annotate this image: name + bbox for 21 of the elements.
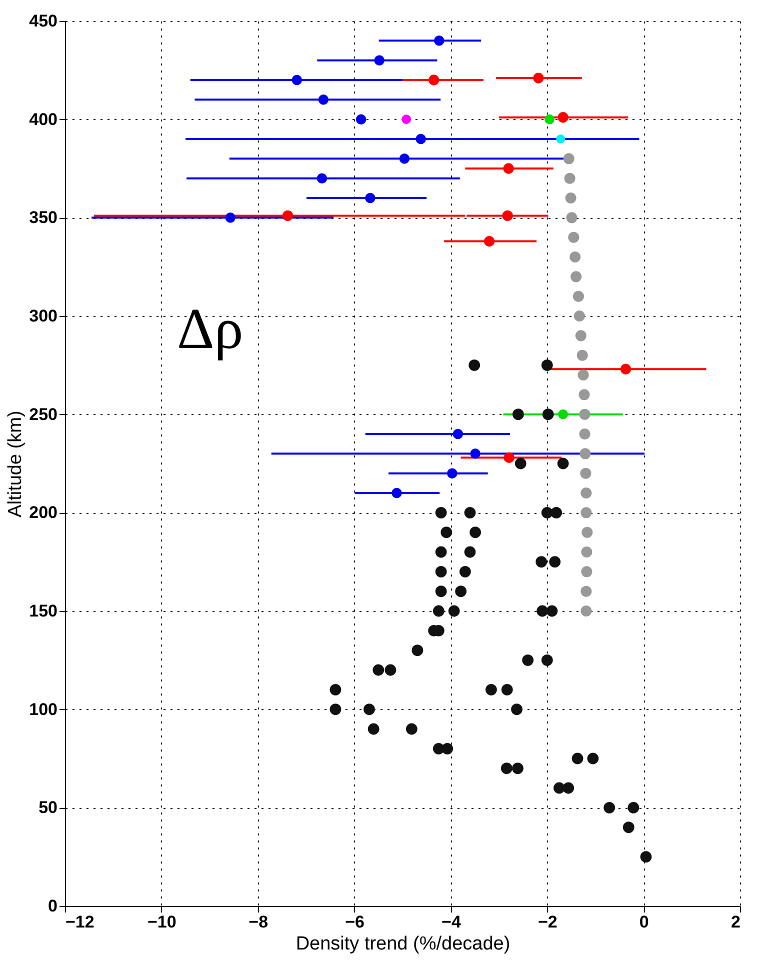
x-tick-label: 0 [639, 912, 649, 932]
x-tick-label: −4 [442, 912, 462, 932]
x-tick-label: −10 [148, 912, 176, 932]
y-tick-label: 0 [48, 896, 58, 916]
y-tick-label: 50 [38, 798, 58, 818]
y-tick-label: 250 [29, 404, 58, 424]
y-tick-label: 400 [29, 110, 58, 129]
y-axis-title: Altitude (km) [5, 410, 26, 518]
y-tick-label: 300 [29, 306, 58, 326]
x-tick-label: 2 [731, 912, 740, 932]
y-tick-label: 450 [29, 12, 58, 30]
annotation: Δρ [177, 296, 244, 361]
x-tick-label: −12 [66, 912, 94, 932]
x-tick-label: −2 [538, 912, 558, 932]
x-tick-label: −8 [248, 912, 268, 932]
x-tick-label: −6 [345, 912, 364, 932]
y-tick-label: 150 [29, 602, 58, 620]
y-tick-label: 350 [29, 208, 58, 228]
y-tick-label: 200 [29, 503, 58, 522]
x-axis-title: Density trend (%/decade) [296, 934, 510, 954]
y-tick-label: 100 [29, 700, 58, 719]
